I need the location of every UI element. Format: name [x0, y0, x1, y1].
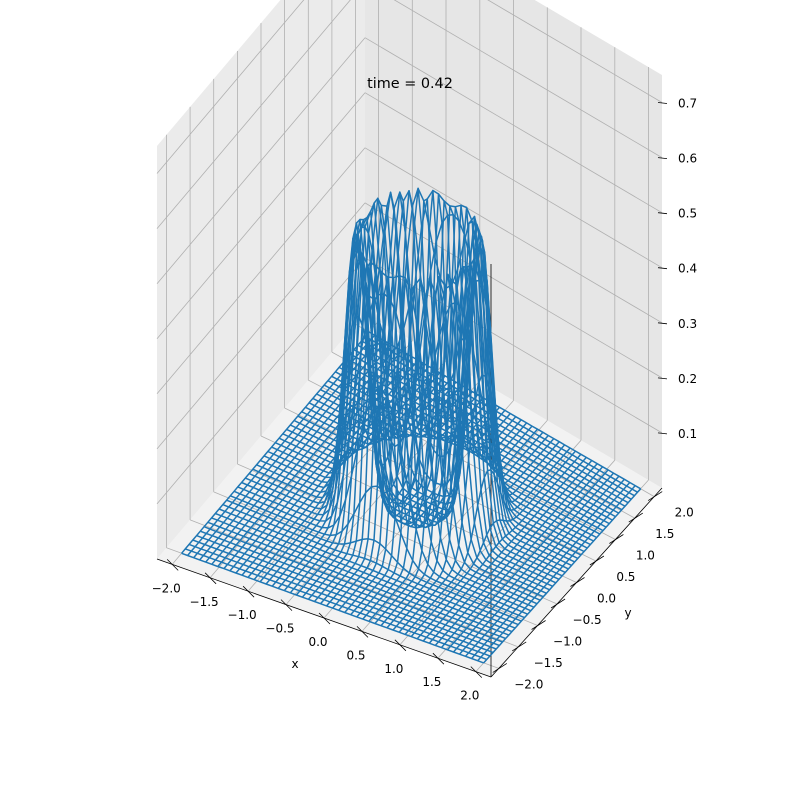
y-grid-floor — [237, 463, 558, 605]
y-tick-mark — [550, 598, 566, 609]
surface-line-const-x — [446, 469, 609, 651]
z-grid-back — [393, 0, 663, 158]
z-tick-label: 0.4 — [678, 262, 697, 276]
y-tick-mark — [531, 620, 546, 630]
surface-line-const-x — [477, 485, 636, 662]
z-grid-back — [487, 0, 663, 103]
x-tick-mark — [432, 652, 445, 665]
y-tick-label: −2.0 — [514, 677, 543, 691]
y-tick-mark — [609, 534, 624, 544]
z-grid-back — [364, 92, 663, 269]
surface-line-const-x — [319, 193, 495, 605]
x-tick-mark — [470, 666, 483, 678]
surface-line-const-x — [416, 453, 582, 640]
surface-line-const-x — [362, 215, 533, 620]
x-axis-label: x — [291, 657, 298, 671]
surface-line-const-x — [223, 353, 408, 570]
y-tick-mark — [628, 512, 644, 523]
z-grid-left — [156, 92, 366, 339]
surface-line-const-x — [193, 337, 381, 559]
y-tick-label: 0.5 — [616, 570, 635, 584]
surface-line-const-x — [392, 279, 560, 631]
x-tick-label: 0.0 — [308, 635, 327, 649]
z-grid-left — [156, 0, 305, 174]
x-tick-label: 1.0 — [384, 662, 403, 676]
surface-line-const-x — [374, 230, 544, 624]
surface-line-const-x — [199, 340, 386, 561]
surface-line-const-x — [422, 456, 587, 642]
z-tick-label: 0.3 — [678, 317, 697, 331]
surface-line-const-x — [398, 374, 566, 633]
x-tick-mark — [204, 572, 217, 585]
z-grid-back — [364, 147, 663, 324]
chart-title: time = 0.42 — [367, 76, 453, 92]
x-tick-label: 2.0 — [460, 689, 479, 703]
z-tick-mark — [657, 322, 668, 325]
x-tick-mark — [242, 585, 255, 598]
z-grid-left — [156, 0, 351, 229]
y-tick-mark — [570, 577, 585, 587]
surface-line-const-x — [428, 460, 593, 644]
surface-line-const-x — [440, 466, 604, 649]
surface-line-const-x — [483, 488, 642, 664]
x-tick-mark — [394, 639, 407, 652]
z-grid-left — [156, 202, 366, 450]
x-tick-mark — [166, 559, 179, 571]
z-tick-label: 0.5 — [678, 207, 697, 221]
z-tick-mark — [657, 377, 668, 380]
surface-line-const-x — [464, 478, 625, 657]
y-tick-mark — [647, 491, 663, 501]
y-tick-mark — [492, 663, 508, 673]
surface-wireframe — [181, 187, 642, 664]
y-tick-label: 1.0 — [636, 549, 655, 563]
surface-line-const-x — [458, 475, 620, 655]
axis-ticks: −2.0−1.5−1.0−0.50.00.51.01.52.0−2.0−1.5−… — [152, 97, 697, 703]
z-grid-left — [156, 37, 366, 284]
y-tick-label: −0.5 — [573, 613, 602, 627]
surface-line-const-x — [404, 447, 571, 635]
surface-line-const-x — [410, 450, 577, 638]
y-tick-mark — [589, 555, 605, 566]
surface-line-const-x — [471, 481, 631, 659]
x-tick-label: −0.5 — [265, 622, 294, 636]
z-tick-mark — [657, 102, 668, 104]
z-tick-mark — [657, 157, 668, 159]
x-tick-label: −1.5 — [190, 595, 219, 609]
y-grid-floor — [213, 491, 538, 626]
y-axis-label: y — [624, 606, 631, 620]
x-tick-mark — [280, 599, 293, 611]
y-tick-label: −1.0 — [553, 635, 582, 649]
x-tick-label: −2.0 — [152, 581, 181, 595]
surface-line-const-x — [211, 347, 397, 565]
y-tick-label: 1.5 — [655, 527, 674, 541]
z-grid-left — [156, 257, 366, 505]
z-tick-label: 0.7 — [678, 97, 697, 111]
x-tick-label: 0.5 — [346, 648, 365, 662]
z-grid-back — [364, 37, 663, 214]
z-tick-mark — [657, 432, 668, 435]
x-tick-label: −1.0 — [228, 608, 257, 622]
z-tick-mark — [657, 212, 668, 215]
z-tick-label: 0.1 — [678, 427, 697, 441]
z-tick-mark — [657, 267, 668, 270]
surface-line-const-x — [386, 246, 555, 629]
y-tick-mark — [511, 641, 527, 652]
x-tick-mark — [318, 612, 331, 625]
z-tick-label: 0.2 — [678, 372, 697, 386]
surface-line-const-x — [452, 472, 615, 653]
surface-line-const-x — [350, 206, 522, 616]
y-tick-label: −1.5 — [534, 656, 563, 670]
surface-line-const-x — [434, 463, 598, 646]
z-grid-left — [156, 147, 366, 395]
surface-line-const-x — [181, 331, 370, 554]
z-tick-label: 0.6 — [678, 152, 697, 166]
x-tick-mark — [356, 626, 369, 638]
y-tick-label: 0.0 — [597, 592, 616, 606]
x-tick-label: 1.5 — [422, 675, 441, 689]
y-tick-label: 2.0 — [675, 506, 694, 520]
surface-line-const-x — [277, 197, 457, 589]
